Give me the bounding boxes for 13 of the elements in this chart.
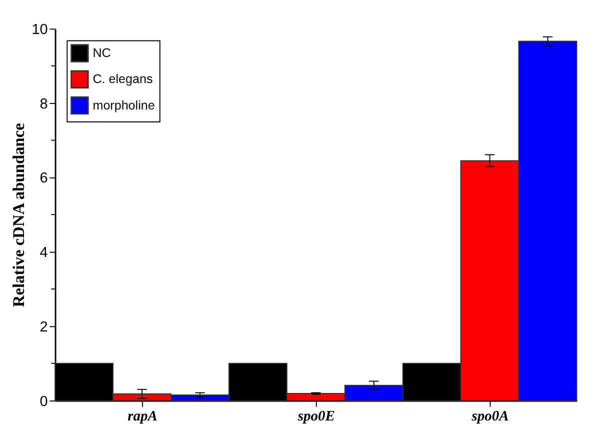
y-tick-label: 6 bbox=[40, 170, 48, 187]
y-tick-label: 10 bbox=[32, 22, 48, 38]
legend-label: NC bbox=[92, 46, 111, 60]
y-tick-label: 8 bbox=[40, 96, 48, 112]
y-axis-title: Relative cDNA abundance bbox=[8, 123, 28, 308]
y-tick-label: 0 bbox=[40, 394, 48, 410]
y-tick-label: 4 bbox=[40, 245, 48, 262]
y-tick-label: 2 bbox=[40, 319, 48, 336]
x-tick-label: spo0E bbox=[296, 408, 335, 424]
x-tick-label: spo0A bbox=[470, 408, 510, 424]
x-tick-label: rapA bbox=[128, 408, 158, 424]
legend-label: C. elegans bbox=[92, 72, 153, 86]
legend-label: morpholine bbox=[92, 98, 155, 112]
